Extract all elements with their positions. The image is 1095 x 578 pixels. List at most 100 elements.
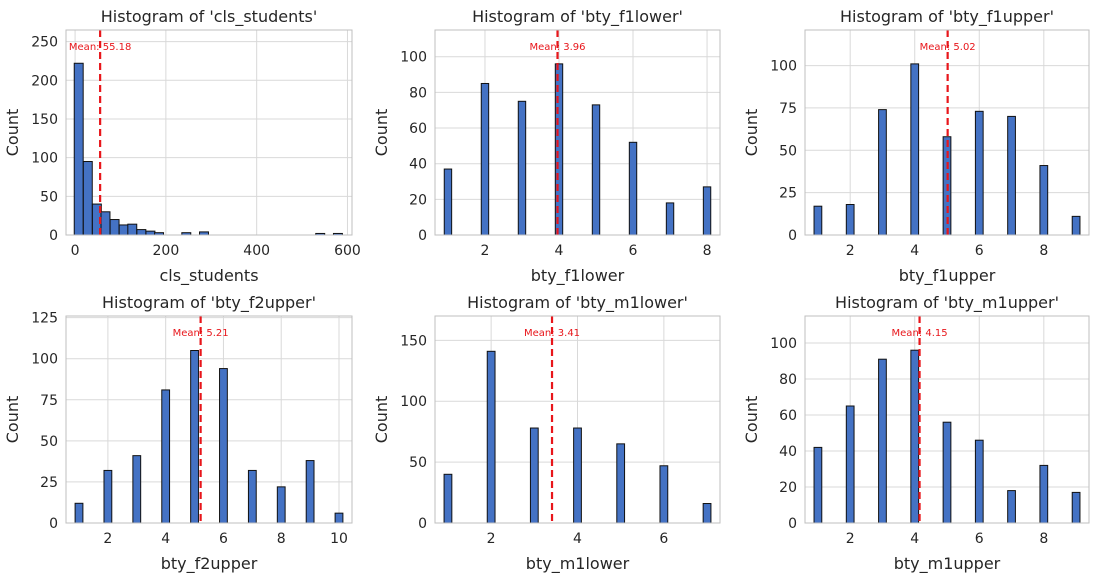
mean-label: Mean: 3.41 bbox=[524, 328, 580, 339]
histogram-bar bbox=[1007, 115, 1016, 236]
y-tick-label: 75 bbox=[40, 393, 58, 409]
mean-label: Mean: 5.21 bbox=[173, 328, 229, 339]
y-axis-label: Count bbox=[3, 396, 22, 444]
x-tick-label: 2 bbox=[487, 531, 496, 547]
histogram-bar bbox=[103, 469, 113, 524]
y-tick-label: 250 bbox=[31, 35, 58, 51]
histogram-bar bbox=[109, 219, 120, 236]
y-tick-label: 0 bbox=[49, 228, 58, 244]
plot-frame bbox=[804, 29, 1090, 236]
y-tick-label: 60 bbox=[409, 121, 427, 137]
x-tick-label: 8 bbox=[1039, 243, 1048, 259]
y-tick-label: 0 bbox=[788, 228, 797, 244]
y-tick-label: 100 bbox=[770, 336, 797, 352]
y-tick-label: 100 bbox=[31, 352, 58, 368]
y-tick-label: 75 bbox=[779, 101, 797, 117]
x-tick-label: 6 bbox=[975, 531, 984, 547]
y-tick-label: 40 bbox=[409, 157, 427, 173]
y-tick-label: 200 bbox=[31, 73, 58, 89]
chart-title: Histogram of 'bty_f1lower' bbox=[472, 7, 683, 27]
y-tick-label: 50 bbox=[409, 455, 427, 471]
x-axis-label: bty_m1lower bbox=[526, 554, 630, 574]
x-tick-label: 6 bbox=[659, 531, 668, 547]
mean-label: Mean: 4.15 bbox=[892, 328, 948, 339]
histogram-bar bbox=[845, 204, 855, 236]
x-tick-label: 4 bbox=[910, 243, 919, 259]
plot-frame bbox=[434, 29, 721, 236]
plot-area bbox=[66, 30, 352, 235]
y-tick-label: 25 bbox=[779, 186, 797, 202]
histogram-bar bbox=[219, 368, 228, 524]
histogram-bar bbox=[1039, 165, 1049, 236]
x-tick-label: 4 bbox=[910, 531, 919, 547]
y-tick-label: 100 bbox=[400, 50, 427, 66]
y-tick-label: 50 bbox=[40, 189, 58, 205]
y-tick-label: 125 bbox=[31, 311, 58, 327]
histogram-bar bbox=[910, 63, 920, 236]
x-tick-label: 6 bbox=[629, 243, 638, 259]
histogram-bar bbox=[334, 512, 344, 524]
x-tick-label: 2 bbox=[481, 243, 490, 259]
histogram-bar bbox=[74, 502, 84, 524]
histogram-bar bbox=[1071, 491, 1081, 524]
histogram-bar bbox=[247, 469, 257, 524]
chart-title: Histogram of 'bty_f1upper' bbox=[840, 7, 1054, 27]
y-tick-label: 100 bbox=[400, 394, 427, 410]
plot-frame bbox=[804, 315, 1090, 524]
x-tick-label: 6 bbox=[219, 531, 228, 547]
x-axis-label: bty_f1lower bbox=[531, 266, 625, 286]
y-axis-label: Count bbox=[372, 109, 391, 157]
histogram-bar bbox=[616, 443, 626, 524]
histogram-bar bbox=[443, 473, 453, 524]
histogram-bar bbox=[190, 350, 199, 524]
y-tick-label: 50 bbox=[779, 143, 797, 159]
plot-frame bbox=[434, 315, 721, 524]
x-tick-label: 10 bbox=[330, 531, 348, 547]
x-tick-label: 2 bbox=[846, 531, 855, 547]
y-tick-label: 60 bbox=[779, 408, 797, 424]
x-tick-label: 2 bbox=[846, 243, 855, 259]
histogram-bar bbox=[517, 100, 527, 236]
histogram-bar bbox=[1039, 464, 1049, 524]
histogram-bar bbox=[702, 186, 712, 236]
y-tick-label: 100 bbox=[770, 59, 797, 75]
histogram-bar bbox=[132, 455, 142, 524]
histogram-bar bbox=[127, 223, 138, 236]
plot-frame bbox=[65, 315, 353, 524]
chart-title: Histogram of 'cls_students' bbox=[101, 7, 317, 27]
histogram-bar bbox=[276, 486, 286, 524]
y-tick-label: 0 bbox=[418, 228, 427, 244]
histogram-bar bbox=[942, 421, 952, 524]
chart-title: Histogram of 'bty_f2upper' bbox=[102, 293, 316, 313]
y-tick-label: 150 bbox=[31, 112, 58, 128]
histogram-bar bbox=[145, 230, 156, 236]
x-axis-label: bty_f2upper bbox=[161, 554, 258, 574]
subplot-1: Mean: 55.18 0 50 100 150 200 250 0 200 400 600 Hist… bbox=[3, 7, 361, 286]
histogram-bar bbox=[573, 427, 582, 524]
x-tick-label: 600 bbox=[334, 243, 361, 259]
y-tick-label: 40 bbox=[779, 444, 797, 460]
x-tick-label: 8 bbox=[1039, 531, 1048, 547]
x-tick-label: 8 bbox=[703, 243, 712, 259]
x-tick-label: 2 bbox=[103, 531, 112, 547]
histogram-bar bbox=[100, 211, 111, 236]
subplot-6: Mean: 4.15 0 20 40 60 80 100 2 4 6 8 Histogram of '… bbox=[742, 293, 1090, 574]
histogram-bar bbox=[73, 62, 84, 236]
histogram-bar bbox=[665, 202, 675, 236]
histogram-bar bbox=[305, 460, 315, 524]
y-tick-label: 50 bbox=[40, 434, 58, 450]
histogram-bar bbox=[529, 427, 539, 524]
chart-title: Histogram of 'bty_m1upper' bbox=[835, 293, 1059, 313]
y-tick-label: 25 bbox=[40, 475, 58, 491]
y-tick-label: 20 bbox=[409, 192, 427, 208]
x-tick-label: 0 bbox=[71, 243, 80, 259]
histogram-bar bbox=[702, 503, 712, 524]
x-axis-label: cls_students bbox=[159, 266, 258, 286]
x-tick-label: 8 bbox=[277, 531, 286, 547]
histogram-bar bbox=[1071, 215, 1081, 236]
histogram-bar bbox=[878, 358, 887, 524]
y-tick-label: 0 bbox=[788, 516, 797, 532]
y-axis-label: Count bbox=[372, 396, 391, 444]
histogram-bar bbox=[845, 405, 855, 524]
mean-label: Mean: 3.96 bbox=[529, 42, 585, 53]
